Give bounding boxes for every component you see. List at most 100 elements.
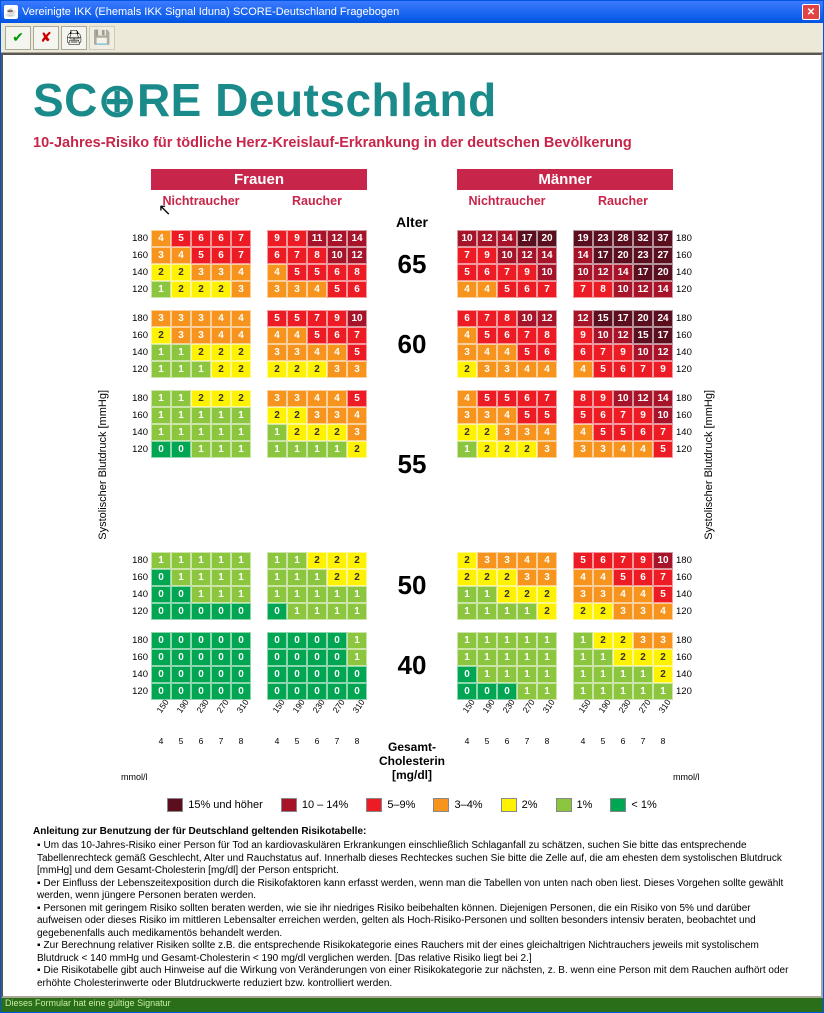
cancel-button[interactable]: ✘ [33,26,59,50]
risk-cell: 0 [307,632,327,649]
risk-cell: 0 [191,666,211,683]
risk-cell: 1 [537,649,557,666]
risk-cell: 2 [633,649,653,666]
instruction-item: Die Risikotabelle gibt auch Hinweise auf… [37,965,791,990]
legend-label: 15% und höher [188,799,263,811]
risk-block: 45667345672233412223 [151,230,251,298]
risk-cell: 0 [171,683,191,700]
risk-cell: 2 [211,281,231,298]
risk-cell: 10 [517,310,537,327]
java-icon: ☕ [4,5,18,19]
risk-cell: 7 [231,230,251,247]
risk-cell: 1 [457,586,477,603]
chol-labels-mmol: 45678 [267,736,367,746]
ok-button[interactable]: ✔ [5,26,31,50]
risk-cell: 3 [327,407,347,424]
risk-cell: 4 [231,310,251,327]
risk-cell: 0 [171,441,191,458]
risk-cell: 0 [151,683,171,700]
risk-cell: 4 [477,281,497,298]
print-button[interactable]: 🖨 [61,26,87,50]
risk-cell: 1 [633,683,653,700]
risk-cell: 7 [307,310,327,327]
risk-cell: 12 [633,281,653,298]
risk-cell: 1 [151,390,171,407]
age-label: 65 [367,249,457,280]
risk-cell: 10 [613,281,633,298]
risk-cell: 1 [191,424,211,441]
risk-cell: 20 [653,264,673,281]
legend-swatch [556,798,572,812]
header-smoker: Raucher [573,190,673,210]
risk-cell: 8 [497,310,517,327]
risk-cell: 0 [151,666,171,683]
risk-cell: 4 [593,569,613,586]
risk-cell: 1 [267,552,287,569]
risk-cell: 3 [633,632,653,649]
risk-cell: 4 [267,264,287,281]
risk-cell: 2 [287,407,307,424]
score-page: SC⊕RE Deutschland 10-Jahres-Risiko für t… [3,55,821,998]
risk-cell: 7 [517,327,537,344]
risk-cell: 2 [653,649,673,666]
risk-cell: 4 [307,281,327,298]
risk-cell: 0 [211,632,231,649]
risk-cell: 0 [211,603,231,620]
risk-cell: 3 [457,344,477,361]
risk-cell: 1 [327,603,347,620]
risk-cell: 2 [231,390,251,407]
risk-cell: 1 [593,683,613,700]
titlebar: ☕ Vereinigte IKK (Ehemals IKK Signal Idu… [1,1,823,23]
risk-cell: 0 [171,603,191,620]
risk-cell: 8 [307,247,327,264]
instructions-list: Um das 10-Jahres-Risiko einer Person für… [33,840,791,990]
risk-cell: 5 [613,569,633,586]
risk-cell: 3 [231,281,251,298]
risk-cell: 5 [477,390,497,407]
risk-cell: 32 [633,230,653,247]
risk-cell: 10 [573,264,593,281]
risk-block: 23344222331122211112 [457,552,557,620]
risk-cell: 5 [573,407,593,424]
risk-cell: 5 [307,327,327,344]
risk-cell: 12 [537,310,557,327]
risk-cell: 5 [171,230,191,247]
risk-cell: 1 [457,632,477,649]
risk-cell: 1 [517,666,537,683]
risk-cell: 2 [593,603,613,620]
risk-cell: 1 [287,603,307,620]
risk-cell: 10 [497,247,517,264]
risk-cell: 14 [497,230,517,247]
document-viewport[interactable]: SC⊕RE Deutschland 10-Jahres-Risiko für t… [1,53,823,998]
risk-cell: 4 [477,344,497,361]
risk-block: 11222111111111100111 [151,390,251,458]
risk-cell: 6 [191,230,211,247]
risk-cell: 1 [231,586,251,603]
risk-cell: 5 [477,327,497,344]
risk-cell: 1 [231,569,251,586]
risk-cell: 24 [653,310,673,327]
risk-cell: 37 [653,230,673,247]
risk-cell: 6 [327,264,347,281]
risk-cell: 6 [211,230,231,247]
risk-cell: 0 [191,603,211,620]
bp-labels: 180160140120 [673,230,703,298]
risk-cell: 1 [347,603,367,620]
header-men: Männer [457,169,673,190]
risk-cell: 1 [477,603,497,620]
close-button[interactable]: ✕ [802,4,820,20]
risk-cell: 0 [211,683,231,700]
risk-cell: 2 [457,361,477,378]
risk-cell: 4 [613,586,633,603]
risk-cell: 3 [151,310,171,327]
age-label: 50 [367,570,457,601]
risk-cell: 2 [171,281,191,298]
risk-cell: 2 [613,632,633,649]
risk-cell: 3 [497,424,517,441]
risk-cell: 1 [211,407,231,424]
risk-cell: 1 [517,632,537,649]
risk-cell: 1 [231,552,251,569]
risk-cell: 1 [151,407,171,424]
risk-cell: 10 [633,344,653,361]
risk-cell: 4 [573,569,593,586]
